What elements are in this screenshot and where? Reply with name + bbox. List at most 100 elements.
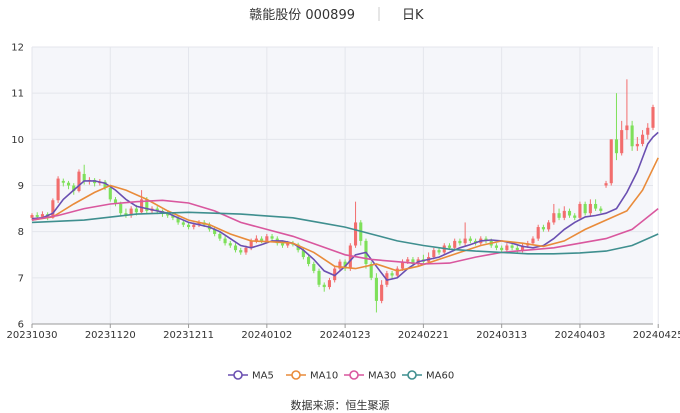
data-source: 数据来源：恒生聚源 (291, 398, 390, 412)
x-tick-label: 20240221 (398, 330, 449, 341)
candle-body (254, 238, 258, 241)
period-label: 日K (402, 8, 424, 23)
candle-body (155, 208, 159, 211)
candle-body (562, 210, 566, 218)
candle-body (176, 217, 180, 223)
candle-body (338, 261, 342, 269)
candle-body (395, 268, 399, 276)
candle-body (406, 259, 410, 262)
candle-body (463, 238, 467, 244)
candle-body (578, 203, 582, 218)
candle-body (286, 243, 290, 246)
candle-body (400, 261, 405, 269)
x-tick-label: 20231030 (7, 330, 58, 341)
candle-body (218, 233, 222, 239)
candle-body (625, 125, 629, 131)
candle-body (187, 224, 191, 228)
candle-body (635, 143, 639, 147)
candle-body (505, 245, 509, 251)
candle-body (411, 259, 415, 264)
candle-body (113, 199, 118, 204)
candle-body (614, 139, 619, 154)
candle-body (369, 263, 373, 278)
candle-body (140, 199, 144, 213)
legend-item-ma5[interactable]: MA5 (228, 370, 274, 382)
candle-body (134, 208, 138, 213)
candle-body (583, 203, 587, 214)
candle-body (233, 245, 238, 251)
candle-body (468, 238, 472, 241)
candle-body (567, 210, 572, 216)
candle-body (458, 240, 462, 244)
candle-body (103, 181, 107, 188)
legend-swatch-marker (233, 370, 243, 380)
candle-body (594, 203, 598, 209)
candle-body (197, 222, 201, 225)
ma-line-ma30 (31, 199, 659, 265)
candle-body (307, 257, 311, 264)
candle-body (61, 180, 65, 183)
candle-body (620, 130, 624, 154)
candle-body (56, 178, 60, 201)
legend-item-ma30[interactable]: MA30 (344, 370, 396, 382)
legend-label: MA10 (310, 371, 338, 382)
candle-body (166, 213, 170, 216)
candle-body (453, 240, 457, 248)
candle-body (82, 173, 86, 181)
candle-body (239, 250, 243, 253)
candle-body (515, 247, 519, 251)
candle-body (500, 247, 504, 251)
candle-body (312, 263, 316, 271)
candle-body (108, 187, 112, 200)
candle-body (280, 243, 285, 246)
candle-body (510, 245, 514, 248)
candle-body (333, 268, 337, 281)
candle-body (317, 270, 321, 285)
candle-body (72, 185, 76, 192)
candle-body (77, 171, 81, 192)
y-tick-label: 9 (18, 181, 24, 192)
candle-body (651, 107, 655, 128)
candle-body (552, 213, 556, 223)
candle-body (432, 250, 436, 258)
candle-body (213, 229, 217, 234)
candle-body (301, 250, 305, 258)
candle-body (35, 215, 39, 217)
legend-item-ma10[interactable]: MA10 (286, 370, 338, 382)
stock-title: 赣能股份 000899 (249, 8, 355, 23)
candle-body (228, 243, 232, 246)
candle-body (244, 247, 248, 253)
candle-body (541, 227, 545, 230)
candle-body (30, 215, 34, 218)
candle-body (260, 238, 264, 241)
legend-item-ma60[interactable]: MA60 (402, 370, 454, 382)
x-tick-label: 20240102 (241, 330, 292, 341)
x-tick-label: 20240123 (320, 330, 371, 341)
candle-body (129, 208, 133, 216)
candle-body (374, 277, 378, 301)
x-tick-label: 20240313 (476, 330, 527, 341)
candle-body (348, 245, 352, 269)
candle-body (171, 215, 175, 218)
y-axis: 6 7 8 9 10 11 12 (11, 43, 24, 331)
candle-body (40, 214, 44, 217)
candle-body (327, 280, 332, 288)
y-tick-label: 8 (18, 227, 24, 238)
candle-body (380, 284, 384, 301)
candle-body (51, 200, 55, 218)
x-axis: 20231030 20231120 20231211 20240102 20240123… (7, 323, 680, 341)
y-tick-label: 10 (11, 135, 24, 146)
candle-body (588, 203, 592, 214)
ma-line-ma10 (31, 157, 659, 272)
x-tick-label: 20231120 (85, 330, 136, 341)
legend-swatch-marker (291, 370, 301, 380)
candle-body (536, 227, 540, 239)
candle-body (609, 139, 613, 184)
candle-body (547, 222, 551, 230)
candle-body (573, 215, 577, 218)
candle-body (630, 125, 634, 147)
y-tick-label: 6 (18, 320, 24, 331)
candle-body (520, 245, 525, 251)
legend[interactable]: MA5 MA10 MA30 MA60 (228, 370, 454, 382)
